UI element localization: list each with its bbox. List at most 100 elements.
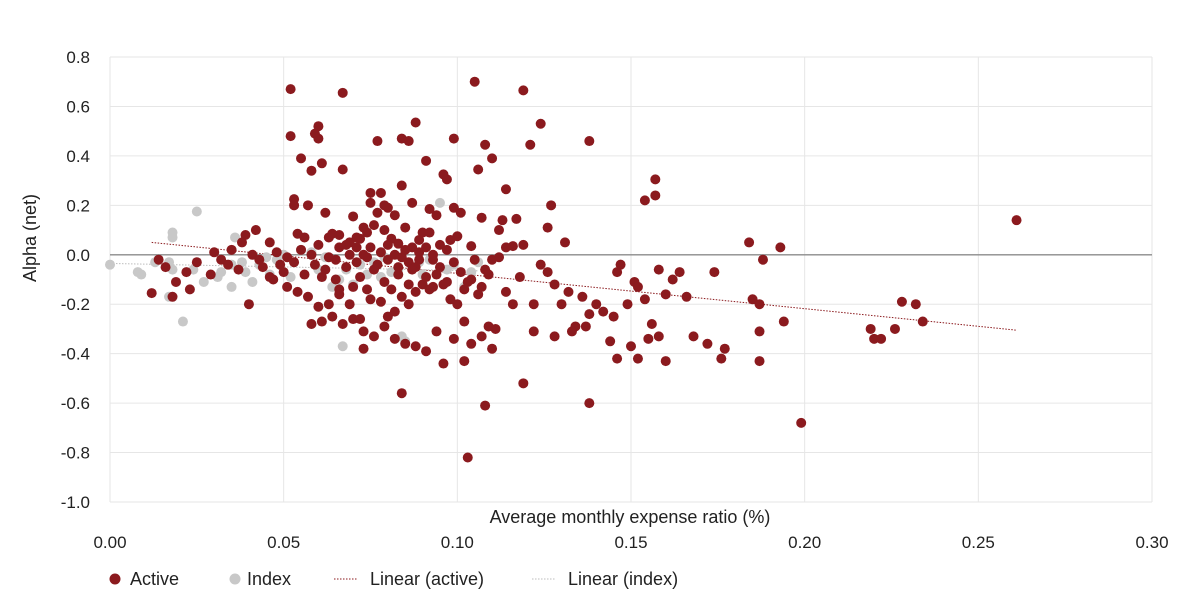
active-point [160, 262, 171, 273]
active-point [584, 398, 595, 409]
active-point [566, 326, 577, 337]
active-point [389, 306, 400, 317]
active-point [365, 294, 376, 305]
active-point [448, 257, 459, 268]
active-point [476, 331, 487, 342]
active-point [653, 331, 664, 342]
active-point [396, 180, 407, 191]
active-point [299, 269, 310, 280]
active-point [462, 276, 473, 287]
active-point [233, 264, 244, 275]
active-point [869, 333, 880, 344]
active-point [500, 242, 511, 253]
active-point [667, 274, 678, 285]
y-axis-title: Alpha (net) [20, 194, 40, 282]
active-point [865, 323, 876, 334]
series-active-points [146, 76, 1022, 463]
active-point [316, 158, 327, 169]
active-point [355, 314, 366, 325]
active-point [167, 291, 178, 302]
active-point [542, 267, 553, 278]
active-point [382, 239, 393, 250]
active-point [191, 257, 202, 268]
active-point [424, 204, 435, 215]
active-point [487, 343, 498, 354]
active-point [632, 353, 643, 364]
active-point [379, 225, 390, 236]
active-point [754, 356, 765, 367]
active-point [459, 356, 470, 367]
active-point [275, 259, 286, 270]
index-point [226, 281, 237, 292]
active-point [431, 326, 442, 337]
active-point [466, 338, 477, 349]
active-point [549, 279, 560, 290]
active-point [365, 187, 376, 198]
y-tick-label: 0.0 [66, 246, 90, 265]
active-point [257, 262, 268, 273]
active-point [744, 237, 755, 248]
active-point [483, 269, 494, 280]
active-point [410, 117, 421, 128]
active-point [320, 207, 331, 218]
active-point [181, 267, 192, 278]
active-point [563, 286, 574, 297]
active-point [379, 276, 390, 287]
index-point [136, 269, 147, 280]
active-point [421, 272, 432, 283]
active-point [358, 326, 369, 337]
active-point [282, 252, 293, 263]
x-tick-label: 0.10 [441, 533, 474, 552]
active-point [626, 341, 636, 352]
legend-marker [109, 573, 121, 585]
active-point [410, 286, 421, 297]
active-point [348, 281, 359, 292]
active-point [375, 187, 386, 198]
index-point [247, 276, 258, 287]
active-point [306, 319, 317, 329]
index-point [105, 259, 115, 270]
active-point [674, 267, 685, 278]
active-point [518, 378, 529, 389]
active-point [876, 333, 887, 344]
active-point [226, 244, 237, 255]
active-point [379, 321, 390, 332]
active-point [605, 336, 616, 347]
active-point [382, 254, 393, 265]
active-point [473, 289, 484, 300]
active-point [344, 249, 355, 260]
active-point [462, 452, 473, 463]
active-point [889, 323, 900, 334]
active-point [612, 267, 623, 278]
active-point [184, 284, 195, 295]
y-tick-label: -0.8 [61, 444, 90, 463]
active-point [306, 165, 317, 176]
active-point [209, 247, 220, 258]
active-point [598, 306, 609, 317]
active-point [421, 346, 432, 357]
x-tick-label: 0.15 [614, 533, 647, 552]
active-point [236, 237, 247, 248]
active-point [250, 225, 261, 236]
active-point [754, 299, 765, 310]
active-point [487, 153, 498, 164]
active-point [431, 269, 442, 280]
legend-item-active: Active [109, 569, 179, 589]
active-point [747, 294, 758, 305]
active-point [754, 326, 765, 337]
active-point [660, 289, 671, 300]
active-point [448, 133, 459, 144]
active-point [560, 237, 571, 248]
active-point [247, 249, 258, 260]
active-point [358, 222, 369, 233]
active-point [480, 400, 491, 411]
active-point [639, 294, 650, 305]
index-point [230, 232, 241, 243]
active-point [243, 299, 254, 310]
active-point [368, 264, 379, 275]
index-point [466, 267, 477, 278]
active-point [639, 195, 650, 206]
active-point [393, 262, 404, 273]
active-point [313, 121, 324, 132]
